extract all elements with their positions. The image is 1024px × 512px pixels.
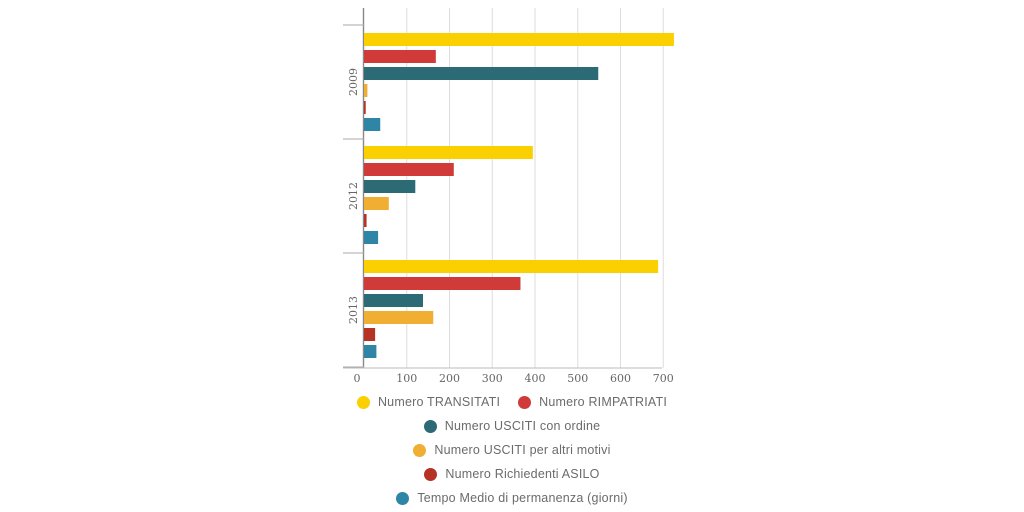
- bar-2009-series-4[interactable]: [364, 84, 368, 97]
- legend-item[interactable]: Numero RIMPATRIATI: [518, 395, 667, 409]
- bar-2012-series-3[interactable]: [364, 180, 416, 193]
- legend-marker: [413, 443, 427, 457]
- legend-row: Numero TRANSITATI Numero RIMPATRIATI: [0, 390, 1024, 414]
- bar-2013-series-6[interactable]: [364, 345, 377, 358]
- x-tick-label: 0: [354, 372, 361, 385]
- legend-row: Tempo Medio di permanenza (giorni): [0, 486, 1024, 510]
- legend-row: Numero USCITI per altri motivi: [0, 438, 1024, 462]
- bar-2009-series-5[interactable]: [364, 101, 366, 114]
- legend-label: Numero USCITI con ordine: [444, 419, 601, 433]
- category-label: 2013: [347, 296, 360, 324]
- legend-label: Numero RIMPATRIATI: [539, 395, 668, 409]
- legend-label: Numero USCITI per altri motivi: [434, 443, 611, 457]
- legend-marker: [423, 419, 437, 433]
- bar-2013-series-2[interactable]: [364, 277, 521, 290]
- bar-2012-series-2[interactable]: [364, 163, 454, 176]
- bar-2013-series-1[interactable]: [364, 260, 659, 273]
- x-tick-label: 400: [525, 372, 546, 385]
- chart-legend: Numero TRANSITATI Numero RIMPATRIATI Numer…: [0, 390, 1024, 510]
- x-tick-label: 600: [610, 372, 631, 385]
- x-tick-label: 200: [439, 372, 460, 385]
- x-tick-label: 500: [567, 372, 588, 385]
- legend-row: Numero USCITI con ordine: [0, 414, 1024, 438]
- x-tick-label: 100: [396, 372, 417, 385]
- category-label: 2009: [347, 68, 360, 96]
- x-tick-label: 700: [653, 372, 674, 385]
- bar-chart: 2009 2012 2013 0 100 200 300 400 500 600 700: [343, 8, 674, 385]
- bar-2013-series-3[interactable]: [364, 294, 423, 307]
- legend-item[interactable]: Numero TRANSITATI: [356, 395, 501, 409]
- legend-label: Tempo Medio di permanenza (giorni): [417, 491, 628, 505]
- bar-2012-series-6[interactable]: [364, 231, 379, 244]
- category-label: 2012: [347, 182, 360, 210]
- bar-2012-series-4[interactable]: [364, 197, 389, 210]
- legend-item[interactable]: Numero USCITI per altri motivi: [413, 443, 610, 457]
- bar-2013-series-5[interactable]: [364, 328, 376, 341]
- legend-marker: [396, 491, 410, 505]
- x-tick-label: 300: [482, 372, 503, 385]
- legend-row: Numero Richiedenti ASILO: [0, 462, 1024, 486]
- bar-2013-series-4[interactable]: [364, 311, 434, 324]
- legend-marker: [356, 395, 370, 409]
- bar-2009-series-1[interactable]: [364, 33, 674, 46]
- legend-marker: [424, 467, 438, 481]
- legend-label: Numero Richiedenti ASILO: [445, 467, 600, 481]
- legend-item[interactable]: Tempo Medio di permanenza (giorni): [396, 491, 627, 505]
- bar-2009-series-2[interactable]: [364, 50, 436, 63]
- legend-item[interactable]: Numero Richiedenti ASILO: [424, 467, 599, 481]
- bar-2009-series-3[interactable]: [364, 67, 599, 80]
- legend-label: Numero TRANSITATI: [377, 395, 501, 409]
- legend-item[interactable]: Numero USCITI con ordine: [423, 419, 601, 433]
- bar-2009-series-6[interactable]: [364, 118, 381, 131]
- bar-2012-series-5[interactable]: [364, 214, 367, 227]
- bar-2012-series-1[interactable]: [364, 146, 533, 159]
- legend-marker: [518, 395, 532, 409]
